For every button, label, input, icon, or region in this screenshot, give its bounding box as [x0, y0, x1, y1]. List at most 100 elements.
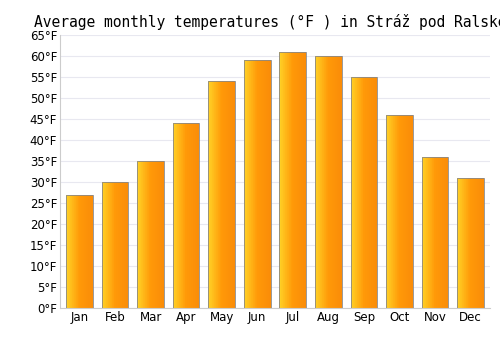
Bar	[187, 123, 188, 308]
Bar	[246, 60, 247, 308]
Bar	[300, 52, 301, 308]
Bar	[140, 161, 141, 308]
Bar	[476, 178, 477, 308]
Bar	[447, 157, 448, 308]
Bar	[287, 52, 288, 308]
Bar	[471, 178, 472, 308]
Bar	[74, 195, 75, 308]
Bar	[186, 123, 187, 308]
Bar	[283, 52, 284, 308]
Bar	[333, 56, 334, 308]
Bar	[368, 77, 369, 308]
Bar	[392, 115, 394, 308]
Bar	[315, 56, 342, 308]
Bar	[370, 77, 371, 308]
Bar	[327, 56, 328, 308]
Bar	[182, 123, 183, 308]
Bar	[427, 157, 428, 308]
Bar	[356, 77, 357, 308]
Bar	[262, 60, 263, 308]
Bar	[231, 81, 232, 308]
Bar	[430, 157, 431, 308]
Bar	[440, 157, 441, 308]
Bar	[358, 77, 359, 308]
Bar	[261, 60, 262, 308]
Bar	[256, 60, 257, 308]
Bar	[400, 115, 402, 308]
Bar	[80, 195, 81, 308]
Bar	[363, 77, 364, 308]
Bar	[322, 56, 323, 308]
Bar	[338, 56, 339, 308]
Bar	[121, 182, 122, 308]
Bar	[472, 178, 473, 308]
Bar	[229, 81, 230, 308]
Bar	[297, 52, 298, 308]
Bar	[435, 157, 436, 308]
Bar	[353, 77, 354, 308]
Title: Average monthly temperatures (°F ) in Stráž pod Ralskem: Average monthly temperatures (°F ) in St…	[34, 14, 500, 30]
Bar	[81, 195, 82, 308]
Bar	[221, 81, 222, 308]
Bar	[70, 195, 71, 308]
Bar	[291, 52, 292, 308]
Bar	[194, 123, 195, 308]
Bar	[408, 115, 410, 308]
Bar	[425, 157, 426, 308]
Bar	[441, 157, 442, 308]
Bar	[255, 60, 256, 308]
Bar	[208, 81, 209, 308]
Bar	[439, 157, 440, 308]
Bar	[422, 157, 423, 308]
Bar	[359, 77, 360, 308]
Bar	[464, 178, 465, 308]
Bar	[69, 195, 70, 308]
Bar	[198, 123, 199, 308]
Bar	[340, 56, 341, 308]
Bar	[365, 77, 366, 308]
Bar	[329, 56, 330, 308]
Bar	[477, 178, 478, 308]
Bar	[223, 81, 224, 308]
Bar	[458, 178, 459, 308]
Bar	[351, 77, 352, 308]
Bar	[361, 77, 362, 308]
Bar	[292, 52, 293, 308]
Bar	[268, 60, 269, 308]
Bar	[318, 56, 319, 308]
Bar	[316, 56, 317, 308]
Bar	[220, 81, 221, 308]
Bar	[68, 195, 69, 308]
Bar	[285, 52, 286, 308]
Bar	[462, 178, 463, 308]
Bar	[444, 157, 445, 308]
Bar	[360, 77, 361, 308]
Bar	[475, 178, 476, 308]
Bar	[226, 81, 227, 308]
Bar	[109, 182, 110, 308]
Bar	[328, 56, 329, 308]
Bar	[350, 77, 351, 308]
Bar	[108, 182, 109, 308]
Bar	[234, 81, 235, 308]
Bar	[446, 157, 447, 308]
Bar	[156, 161, 158, 308]
Bar	[303, 52, 304, 308]
Bar	[72, 195, 73, 308]
Bar	[410, 115, 412, 308]
Bar	[173, 123, 174, 308]
Bar	[324, 56, 325, 308]
Bar	[280, 52, 281, 308]
Bar	[86, 195, 87, 308]
Bar	[245, 60, 246, 308]
Bar	[190, 123, 191, 308]
Bar	[175, 123, 176, 308]
Bar	[189, 123, 190, 308]
Bar	[228, 81, 229, 308]
Bar	[269, 60, 270, 308]
Bar	[432, 157, 433, 308]
Bar	[467, 178, 468, 308]
Bar	[299, 52, 300, 308]
Bar	[288, 52, 289, 308]
Bar	[257, 60, 258, 308]
